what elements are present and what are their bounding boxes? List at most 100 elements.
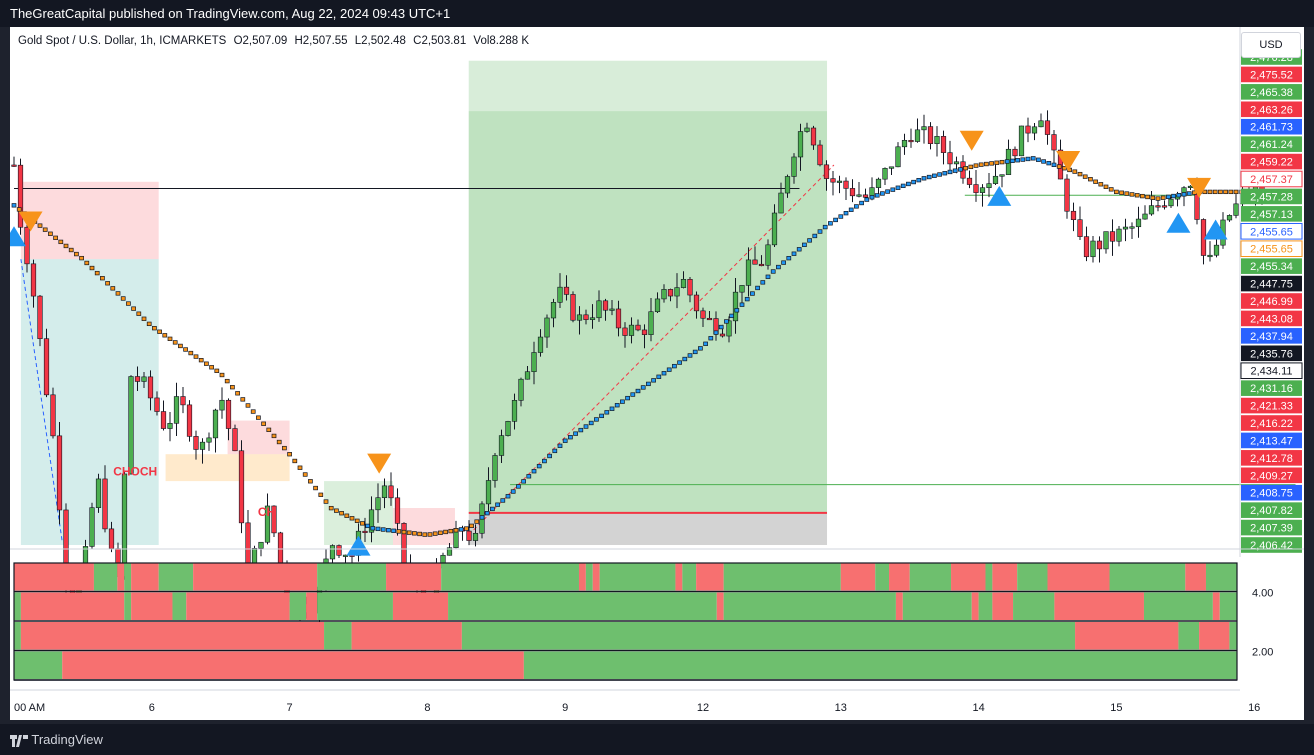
candle[interactable]: [518, 378, 524, 401]
candle[interactable]: [927, 126, 934, 144]
candle[interactable]: [232, 428, 238, 452]
candle[interactable]: [849, 188, 856, 197]
candle[interactable]: [667, 289, 674, 297]
candle[interactable]: [940, 136, 947, 153]
candle[interactable]: [836, 180, 843, 183]
candle[interactable]: [1142, 213, 1148, 220]
candle[interactable]: [141, 376, 147, 382]
candle[interactable]: [336, 545, 342, 556]
candle[interactable]: [875, 178, 882, 188]
candle[interactable]: [537, 336, 544, 353]
candle[interactable]: [264, 505, 271, 543]
candle[interactable]: [95, 478, 102, 508]
candle[interactable]: [583, 314, 589, 320]
candle[interactable]: [739, 285, 745, 293]
candle[interactable]: [622, 327, 628, 336]
candle[interactable]: [401, 523, 407, 565]
candle[interactable]: [160, 411, 167, 429]
candle[interactable]: [17, 164, 24, 228]
candle[interactable]: [784, 176, 791, 194]
candle[interactable]: [700, 310, 706, 319]
candle[interactable]: [1233, 203, 1239, 216]
candle[interactable]: [823, 164, 830, 179]
candle[interactable]: [342, 554, 349, 557]
candle[interactable]: [1077, 219, 1083, 237]
candle[interactable]: [238, 450, 245, 524]
candle[interactable]: [446, 547, 453, 556]
candle[interactable]: [212, 409, 219, 439]
candle[interactable]: [693, 294, 700, 312]
candle[interactable]: [1122, 226, 1129, 230]
candle[interactable]: [1044, 120, 1051, 135]
candle[interactable]: [37, 295, 43, 340]
candle[interactable]: [1018, 125, 1025, 157]
candle[interactable]: [1103, 231, 1109, 250]
candle[interactable]: [1135, 218, 1142, 228]
candle[interactable]: [30, 263, 37, 297]
candle[interactable]: [797, 131, 804, 158]
candle[interactable]: [1051, 134, 1057, 151]
candle[interactable]: [472, 532, 479, 541]
candle[interactable]: [206, 437, 212, 443]
candle[interactable]: [219, 399, 225, 411]
price-chart[interactable]: CHOCHCH2,476.282,475.522,465.382,463.262…: [10, 27, 1304, 720]
symbol-name[interactable]: Gold Spot / U.S. Dollar, 1h, ICMARKETS: [18, 35, 227, 47]
candle[interactable]: [609, 308, 615, 311]
candle[interactable]: [511, 400, 518, 422]
candle[interactable]: [895, 146, 901, 168]
candle[interactable]: [830, 178, 836, 183]
candle[interactable]: [856, 194, 862, 197]
candle[interactable]: [589, 317, 596, 320]
candle[interactable]: [1148, 205, 1155, 215]
candle[interactable]: [947, 152, 953, 165]
candle[interactable]: [596, 300, 602, 319]
candle[interactable]: [745, 259, 752, 286]
candle[interactable]: [381, 485, 388, 498]
candle[interactable]: [778, 192, 784, 214]
candle[interactable]: [791, 156, 797, 177]
candle[interactable]: [134, 376, 141, 382]
candle[interactable]: [615, 308, 622, 329]
candle[interactable]: [843, 180, 849, 189]
candle[interactable]: [121, 473, 128, 577]
candle[interactable]: [973, 184, 979, 193]
candle[interactable]: [1161, 205, 1168, 208]
candle[interactable]: [11, 164, 17, 167]
candle[interactable]: [1116, 228, 1122, 242]
candle[interactable]: [661, 289, 667, 300]
candle[interactable]: [505, 421, 511, 436]
candle[interactable]: [173, 396, 180, 424]
candle[interactable]: [1168, 198, 1174, 207]
candle[interactable]: [654, 298, 661, 313]
candle[interactable]: [89, 507, 95, 547]
candle[interactable]: [817, 144, 823, 166]
candle[interactable]: [368, 509, 375, 533]
candle[interactable]: [674, 287, 680, 297]
candle[interactable]: [128, 376, 134, 475]
candle[interactable]: [804, 127, 810, 132]
candle[interactable]: [979, 187, 986, 193]
candle[interactable]: [1083, 236, 1090, 258]
candle[interactable]: [635, 324, 641, 331]
candle[interactable]: [362, 530, 368, 534]
candle[interactable]: [999, 174, 1005, 177]
candle[interactable]: [641, 329, 648, 335]
candle[interactable]: [719, 333, 726, 337]
candle[interactable]: [570, 294, 576, 321]
candle[interactable]: [966, 177, 973, 185]
candle[interactable]: [726, 320, 732, 337]
candle[interactable]: [154, 397, 160, 412]
candle[interactable]: [1109, 231, 1116, 242]
chart-panel[interactable]: CHOCH CH 2,476.28 2,475.52 2,465.38 2,463.26 2…: [10, 27, 1304, 720]
candle[interactable]: [56, 435, 63, 511]
candle[interactable]: [167, 422, 173, 429]
candle[interactable]: [43, 338, 50, 396]
candle[interactable]: [921, 126, 927, 131]
candle[interactable]: [498, 435, 505, 456]
candle[interactable]: [375, 497, 381, 511]
candle[interactable]: [271, 505, 277, 534]
candle[interactable]: [953, 161, 960, 165]
candle[interactable]: [1090, 240, 1096, 258]
candle[interactable]: [485, 480, 492, 505]
candle[interactable]: [862, 194, 869, 198]
